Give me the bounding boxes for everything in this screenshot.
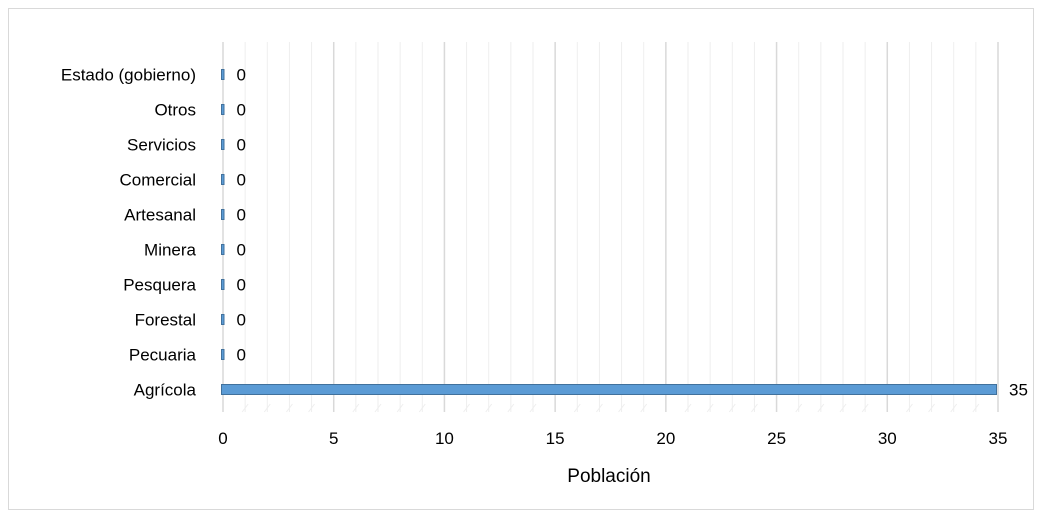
gridline-tick (263, 403, 271, 413)
data-label: 0 (237, 276, 246, 295)
x-tick-label: 15 (546, 429, 565, 448)
gridline-tick (396, 403, 404, 413)
x-tick-label: 20 (656, 429, 675, 448)
gridline-tick (463, 403, 470, 413)
gridline-tick (485, 403, 493, 413)
data-label: 0 (237, 311, 246, 330)
grid-layer (222, 42, 999, 413)
x-axis-title: Población (567, 466, 650, 487)
x-tick-label: 5 (329, 429, 338, 448)
gridline-tick (418, 403, 426, 413)
data-label: 35 (1009, 381, 1028, 400)
bar (221, 174, 225, 185)
gridline-tick (286, 403, 293, 413)
data-label: 0 (237, 136, 246, 155)
gridline-tick (906, 403, 913, 413)
category-label: Pecuaria (129, 346, 197, 365)
bar-layer (221, 69, 997, 395)
category-label: Comercial (119, 171, 196, 190)
gridline-tick (573, 403, 581, 413)
category-label: Estado (gobierno) (61, 66, 196, 85)
category-label: Otros (154, 101, 196, 120)
gridline-tick (596, 403, 603, 413)
gridline-tick (374, 403, 382, 413)
data-label: 0 (237, 66, 246, 85)
gridline-tick (640, 403, 648, 413)
bar (221, 209, 225, 220)
gridline-tick (352, 403, 360, 413)
gridline-tick (751, 403, 758, 413)
x-tick-label: 35 (989, 429, 1008, 448)
gridline-tick (950, 403, 958, 413)
category-label: Pesquera (123, 276, 196, 295)
category-label: Agrícola (134, 381, 197, 400)
bar (221, 279, 225, 290)
x-tick-label: 25 (767, 429, 786, 448)
data-label: 0 (237, 206, 246, 225)
gridline-tick (308, 403, 315, 413)
gridline-tick (618, 403, 625, 413)
gridline-tick (817, 403, 825, 413)
bar (221, 314, 225, 325)
data-label: 0 (237, 171, 246, 190)
category-label: Artesanal (124, 206, 196, 225)
bar (221, 244, 225, 255)
data-label: 0 (237, 101, 246, 120)
bar (221, 349, 225, 360)
gridline-tick (928, 403, 935, 413)
bar (221, 384, 997, 395)
gridline-tick (839, 403, 847, 413)
category-label: Forestal (135, 311, 196, 330)
gridline-tick (706, 403, 714, 413)
data-label: 0 (237, 346, 246, 365)
category-label: Servicios (127, 136, 196, 155)
category-label: Minera (144, 241, 197, 260)
gridline-tick (529, 403, 537, 413)
gridline-tick (684, 403, 692, 413)
x-tick-label: 30 (878, 429, 897, 448)
gridline-tick (795, 403, 803, 413)
bar (221, 139, 225, 150)
bar (221, 104, 225, 115)
x-tick-label: 10 (435, 429, 454, 448)
gridline-tick (861, 403, 869, 413)
bar (221, 69, 225, 80)
label-layer: 0 5 10 15 20 25 30 35 Estado (gobierno) 0 Otros 0 Se… (61, 66, 1028, 449)
gridline-tick (728, 403, 736, 413)
gridline-tick (507, 403, 515, 413)
gridline-tick (972, 403, 980, 413)
data-label: 0 (237, 241, 246, 260)
gridline-tick (241, 403, 249, 413)
x-tick-label: 0 (218, 429, 227, 448)
chart-frame (8, 8, 1034, 510)
